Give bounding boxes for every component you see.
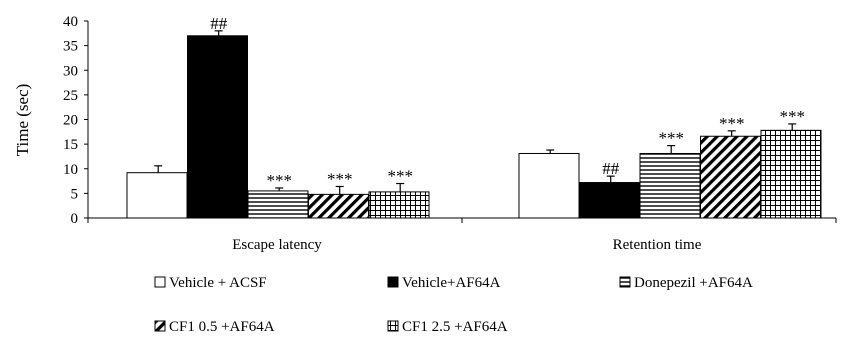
- significance-annotation: ##: [210, 14, 228, 33]
- error-bar: [606, 175, 615, 183]
- error-bar: [154, 165, 163, 173]
- bar: [187, 35, 248, 219]
- legend-item: CF1 0.5 +AF64A: [154, 319, 275, 335]
- legend-item: CF1 2.5 +AF64A: [387, 319, 508, 335]
- legend-label: Vehicle+AF64A: [402, 275, 501, 291]
- legend-item: Vehicle+AF64A: [387, 275, 501, 291]
- legend-swatch: [387, 276, 399, 288]
- y-axis-label: Time (sec): [13, 84, 32, 157]
- error-bar: [335, 185, 344, 195]
- y-tick-label: 30: [63, 63, 78, 79]
- error-bars: [154, 30, 797, 195]
- legend-item: Donepezil +AF64A: [619, 275, 753, 291]
- bar: [518, 152, 580, 219]
- legend-swatch: [154, 320, 166, 332]
- legend-label: CF1 2.5 +AF64A: [402, 319, 508, 335]
- legend-swatch: [154, 276, 166, 288]
- bar: [700, 135, 761, 219]
- legend-swatch: [387, 320, 399, 332]
- bar: [368, 191, 430, 219]
- bar: [247, 190, 309, 219]
- y-tick-label: 5: [71, 186, 79, 202]
- bar: [308, 193, 369, 219]
- bars: [126, 35, 822, 219]
- legend-label: Donepezil +AF64A: [634, 275, 753, 291]
- y-tick-label: 20: [63, 113, 78, 129]
- y-tick-label: 0: [71, 211, 79, 227]
- significance-annotation: ***: [327, 169, 353, 188]
- y-tick-label: 40: [63, 14, 78, 30]
- legend-label: CF1 0.5 +AF64A: [169, 319, 275, 335]
- category-label: Escape latency: [232, 237, 322, 253]
- legend: Vehicle + ACSF Vehicle+AF64A Donepezil +AF…: [154, 275, 753, 335]
- y-axis-label-group: Time (sec): [13, 84, 32, 157]
- bar: [639, 152, 701, 219]
- legend-item: Vehicle + ACSF: [154, 275, 267, 291]
- y-tick-label: 35: [63, 39, 78, 55]
- bar: [126, 172, 188, 219]
- significance-annotation: ***: [387, 167, 413, 186]
- error-bar: [727, 130, 736, 137]
- bar: [760, 129, 822, 219]
- category-labels: Escape latency Retention time: [232, 237, 701, 253]
- error-bar: [546, 149, 555, 154]
- legend-label: Vehicle + ACSF: [169, 275, 267, 291]
- y-tick-label: 25: [63, 88, 78, 104]
- error-bar: [788, 123, 797, 131]
- significance-annotation: ***: [719, 114, 745, 133]
- y-tick-label: 10: [63, 162, 78, 178]
- error-bar: [275, 187, 284, 191]
- y-tick-label: 15: [63, 137, 78, 153]
- bar: [579, 182, 640, 219]
- error-bar: [396, 182, 405, 192]
- significance-annotation: ##: [602, 159, 620, 178]
- error-bar: [214, 30, 223, 36]
- legend-swatch: [619, 276, 631, 288]
- error-bar: [667, 145, 676, 154]
- significance-annotation: ***: [779, 107, 805, 126]
- annotations: ## *** *** *** ## *** *** ***: [210, 14, 805, 190]
- significance-annotation: ***: [266, 171, 292, 190]
- significance-annotation: ***: [658, 129, 684, 148]
- category-label: Retention time: [613, 237, 702, 253]
